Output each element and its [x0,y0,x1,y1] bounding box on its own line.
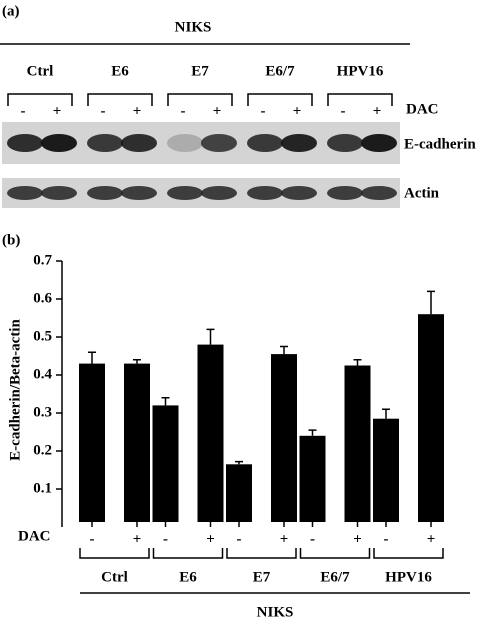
x-tick-label: + [206,531,215,547]
bracket [7,93,73,106]
group-label: E6 [111,63,129,79]
group-label: HPV16 [385,569,432,585]
band [201,186,237,200]
sign-label: - [101,103,106,119]
band [247,186,283,200]
band-label: Actin [404,185,440,201]
sign-label: + [133,103,142,119]
error-bar [382,408,390,419]
bracket [226,548,297,559]
bar [344,365,371,522]
x-tick-label: - [237,531,242,547]
bar [226,464,252,522]
bar [373,418,399,522]
bar [197,344,224,522]
x-tick-label: - [90,531,95,547]
panel-label: (b) [2,232,20,248]
group-label: Ctrl [101,569,128,585]
bracket [373,548,444,559]
band [327,134,363,152]
error-bar [308,429,317,436]
error-bar [161,397,170,406]
bar [299,435,326,522]
bracket [167,93,233,106]
error-bar [206,328,215,345]
band [121,134,157,152]
x-tick-label: - [384,531,389,547]
band-label: E-cadherin [404,136,476,152]
x-tick-label: - [310,531,315,547]
error-bar [88,351,96,364]
band [281,134,317,152]
sign-label: - [261,103,266,119]
bracket [79,548,150,559]
band [281,186,317,200]
y-tick-label: 0.7 [33,252,52,268]
group-label: E6/7 [320,569,350,585]
group-label: E7 [253,569,271,585]
bracket [299,548,371,559]
bar [124,363,150,522]
x-tick-label: + [133,531,142,547]
bracket [327,93,393,106]
band [7,134,43,152]
error-bar [353,359,362,366]
band [87,134,123,152]
group-label: HPV16 [337,63,384,79]
sign-label: + [373,103,382,119]
bracket [152,548,224,559]
bar [271,354,297,522]
band [167,134,203,152]
band [41,186,77,200]
bar [79,363,105,522]
panel-title: NIKS [175,19,212,35]
bracket [87,93,153,106]
band [201,134,237,152]
band [7,186,43,200]
y-tick-label: 0.2 [33,442,52,458]
sign-label: + [293,103,302,119]
band [121,186,157,200]
error-bar [427,290,435,315]
y-tick-label: 0.5 [33,328,52,344]
band [247,134,283,152]
band [327,186,363,200]
error-bar [133,359,141,364]
treatment-label: DAC [18,528,51,544]
group-label: Ctrl [27,63,54,79]
treatment-label: DAC [406,101,439,117]
error-bar [280,345,288,355]
y-tick-label: 0.4 [33,366,52,382]
group-label: E6/7 [265,63,295,79]
band [41,134,77,152]
group-title: NIKS [257,604,294,620]
error-bar [235,460,243,465]
x-tick-label: + [427,531,436,547]
group-label: E7 [191,63,209,79]
x-tick-label: + [280,531,289,547]
sign-label: - [341,103,346,119]
sign-label: + [213,103,222,119]
bar [152,405,179,522]
band [361,134,397,152]
x-tick-label: - [163,531,168,547]
y-tick-label: 0.3 [33,404,52,420]
band [87,186,123,200]
panel-label: (a) [2,3,20,19]
sign-label: - [21,103,26,119]
y-tick-label: 0.6 [33,290,52,306]
sign-label: - [181,103,186,119]
band [167,186,203,200]
sign-label: + [53,103,62,119]
group-label: E6 [179,569,197,585]
y-tick-label: 0.1 [33,480,52,496]
bar [418,314,444,522]
y-axis-title: E-cadherin/Beta-actin [7,319,23,461]
x-tick-label: + [353,531,362,547]
bracket [247,93,313,106]
band [361,186,397,200]
